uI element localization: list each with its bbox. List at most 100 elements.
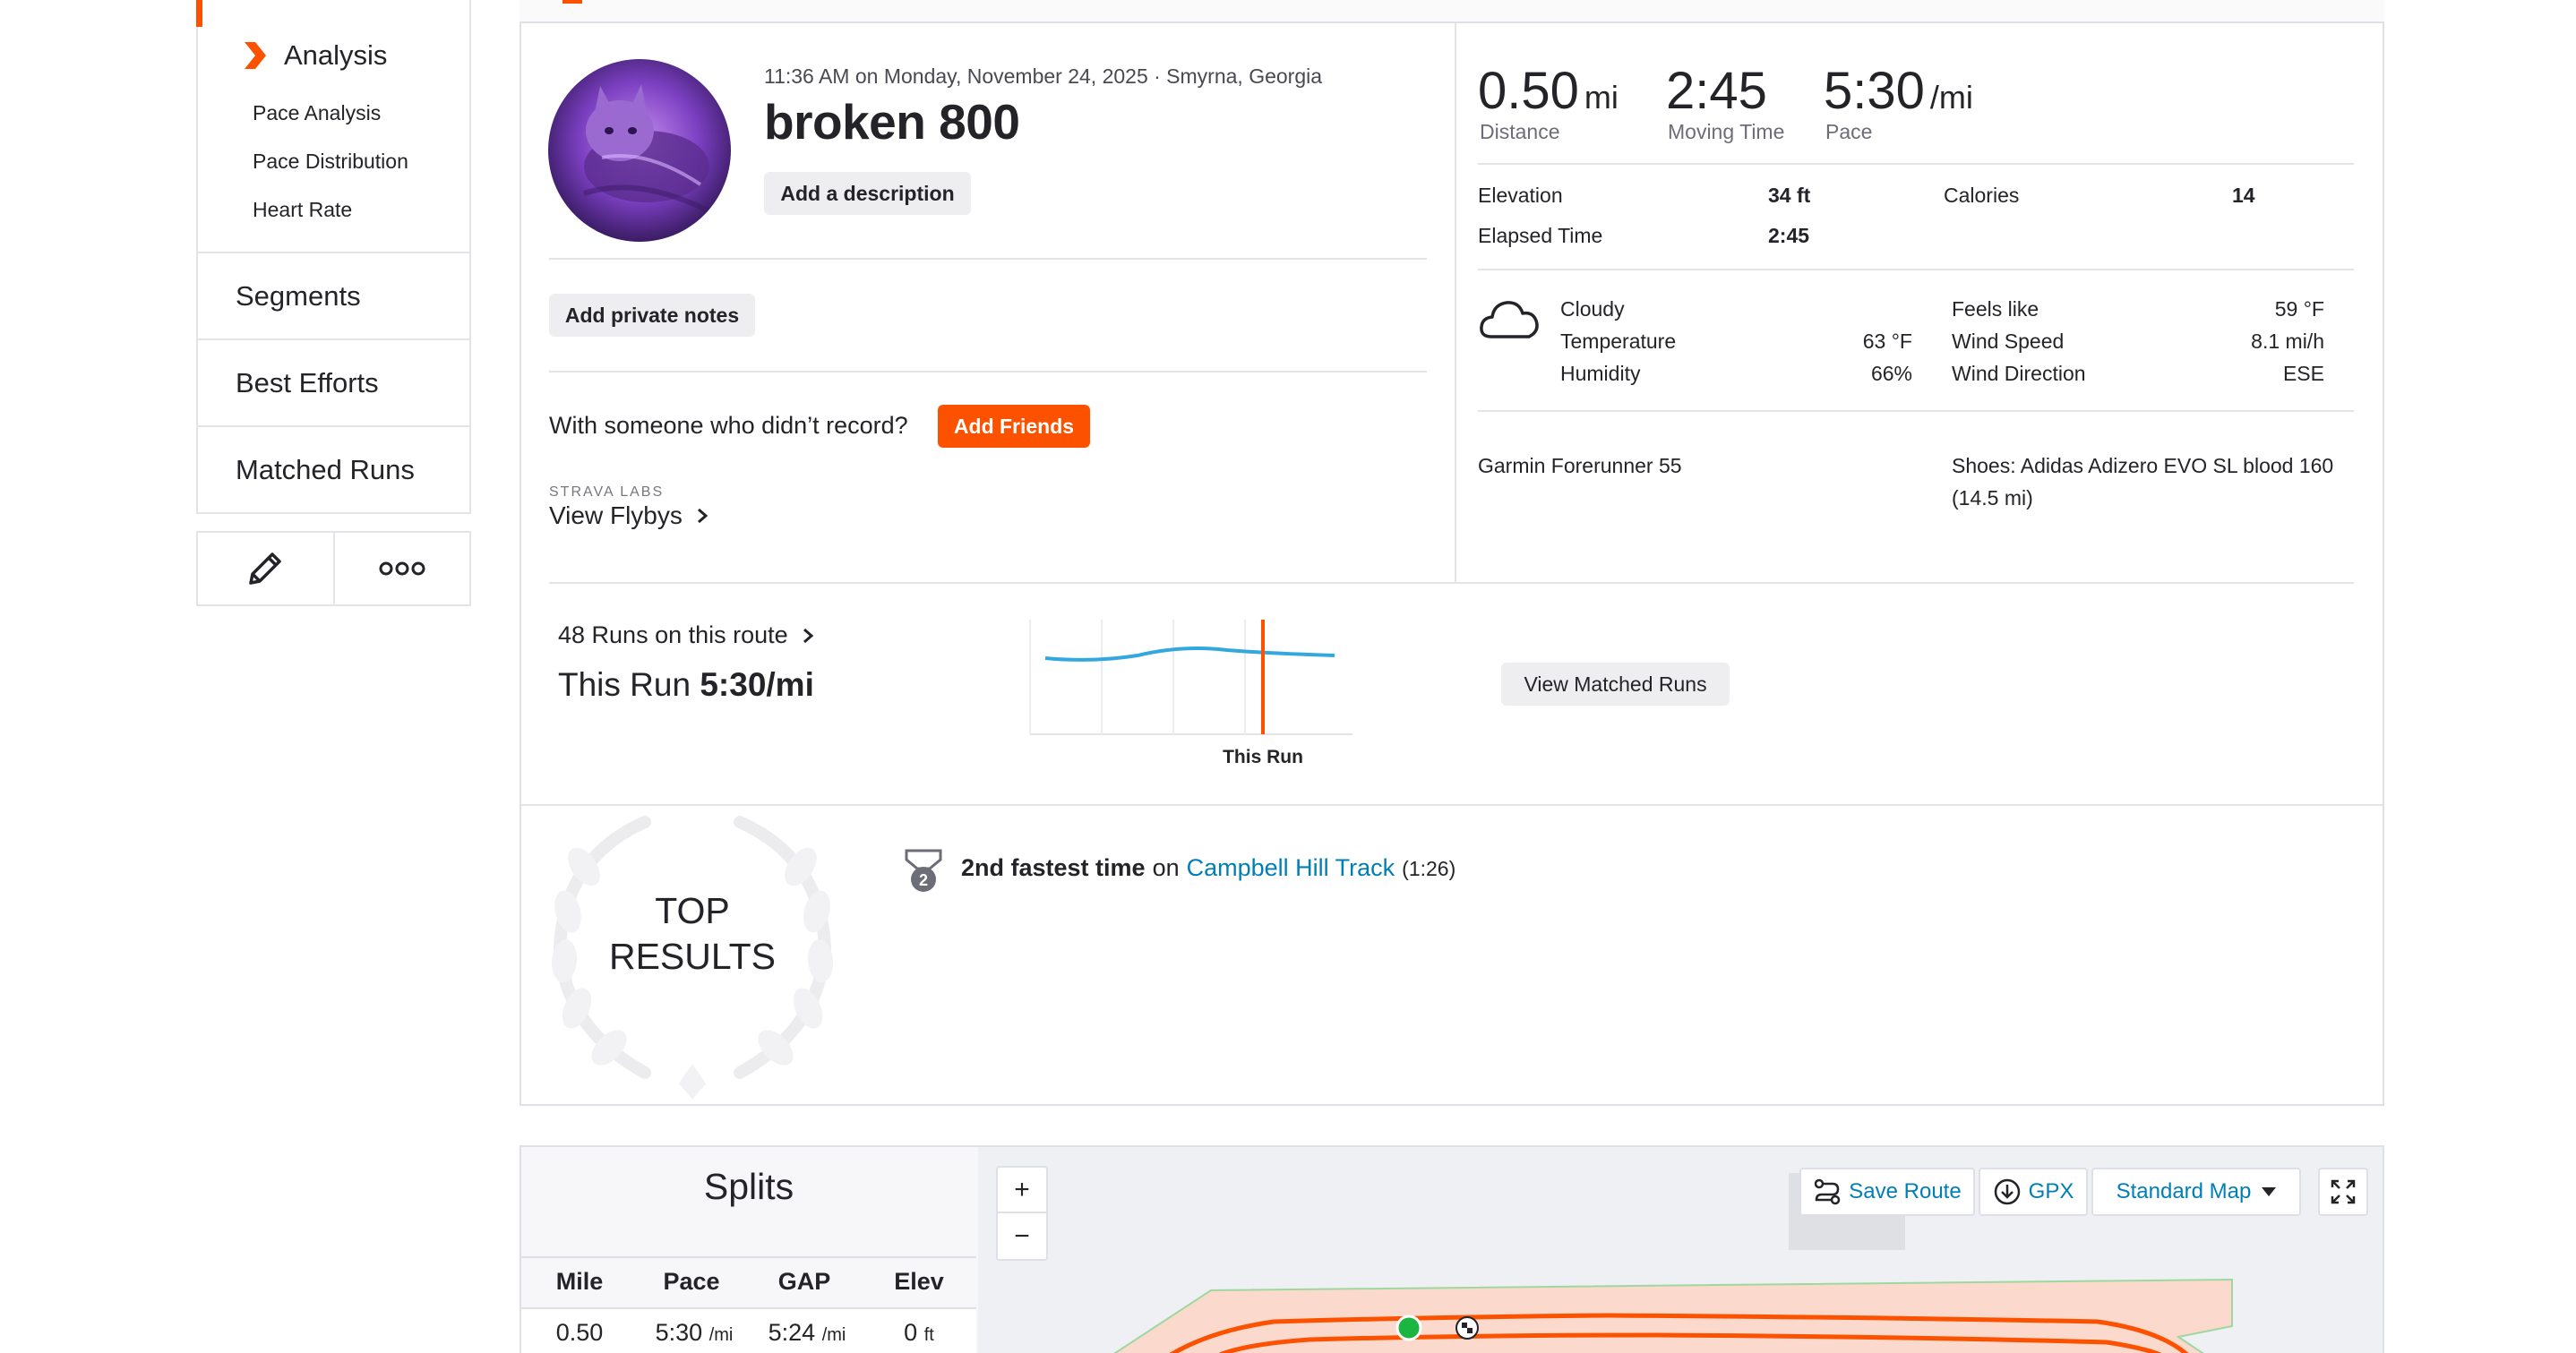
this-run-prefix: This Run [558,666,691,703]
this-run-marker-label: This Run [1223,747,1303,767]
strava-labs-label: STRAVA LABS [549,484,665,500]
save-route-button[interactable]: Save Route [1799,1168,1975,1216]
top-results-line-1: TOP [655,890,730,931]
activity-toolbar-strip [519,0,2384,23]
feels-like-value: 59 °F [2274,297,2324,321]
splits-header-row [521,1256,976,1307]
top-result-item: 2nd fastest time on Campbell Hill Track … [961,854,1455,882]
splits-header-pace: Pace [663,1268,720,1295]
divider [549,371,1427,373]
device-name: Garmin Forerunner 55 [1478,454,1682,477]
zoom-in-button[interactable]: + [996,1166,1048,1213]
start-marker [1395,1314,1422,1341]
cloud-icon [1480,301,1539,338]
finish-marker [1455,1316,1479,1340]
caret-down-icon [2262,1187,2277,1196]
split-gap: 5:24 /mi [749,1319,865,1347]
chevron-right-icon [803,628,813,643]
pace-unit: /mi [1929,79,1973,116]
sidebar-item-segments[interactable]: Segments [196,253,471,340]
chevron-right-icon [245,42,266,69]
humidity-label: Humidity [1560,362,1641,385]
more-button[interactable] [335,533,470,604]
elapsed-time-label: Elapsed Time [1478,224,1603,247]
divider [521,804,2383,806]
medal-icon: 2 [905,849,942,892]
splits-title: Splits [703,1166,794,1207]
with-someone-text: With someone who didn’t record? [549,412,908,439]
segment-link[interactable]: Campbell Hill Track [1186,854,1395,881]
split-gap-unit: /mi [821,1325,846,1345]
route-pace-line [1044,647,1335,662]
add-private-notes-button[interactable]: Add private notes [549,294,755,337]
avatar[interactable] [548,59,731,242]
view-flybys-link[interactable]: View Flybys [549,501,711,530]
split-elev: 0 ft [874,1319,964,1347]
view-flybys-label: View Flybys [549,501,683,529]
laurel-wreath-icon [551,816,834,1100]
temperature-value: 63 °F [1862,330,1912,353]
add-description-button[interactable]: Add a description [764,172,971,215]
divider [549,582,2354,584]
distance-value: 0.50 [1478,62,1579,120]
sidebar-item-matched-runs[interactable]: Matched Runs [196,427,471,514]
divider [1478,410,2354,412]
pencil-icon [249,552,281,585]
gpx-download-button[interactable]: GPX [1979,1168,2088,1216]
result-on: on [1152,854,1180,881]
sidebar-item-pace-analysis[interactable]: Pace Analysis [253,101,382,124]
distance-label: Distance [1480,120,1560,143]
more-dots-icon [379,561,425,576]
panel-divider [1455,23,1456,582]
fullscreen-button[interactable] [2318,1168,2368,1216]
activity-meta: 11:36 AM on Monday, November 24, 2025 · … [764,64,1323,88]
split-pace-unit: /mi [708,1325,734,1345]
humidity-value: 66% [1870,362,1912,385]
shoes-line-1: Shoes: Adidas Adizero EVO SL blood 160 [1952,454,2334,477]
sidebar-item-analysis[interactable]: Analysis [243,39,387,72]
split-pace-value: 5:30 [655,1319,703,1346]
split-elev-value: 0 [904,1319,918,1346]
elapsed-time-value: 2:45 [1768,224,1810,247]
moving-time-label: Moving Time [1668,120,1785,143]
divider [1478,163,2354,165]
view-matched-runs-button[interactable]: View Matched Runs [1501,663,1730,706]
splits-header-gap: GAP [777,1268,831,1295]
activity-title: broken 800 [764,94,1020,150]
sidebar-item-pace-distribution[interactable]: Pace Distribution [253,150,408,173]
toolbar-accent [562,0,582,4]
result-rank: 2nd fastest time [961,854,1146,881]
gpx-label: GPX [2028,1179,2074,1203]
top-results-title: TOP RESULTS [537,888,847,980]
moving-time-stat: 2:45 [1666,61,1767,121]
pace-label: Pace [1825,120,1873,143]
medal-number: 2 [919,871,928,889]
map-type-select[interactable]: Standard Map [2091,1168,2301,1216]
map-type-label: Standard Map [2116,1179,2252,1203]
calories-value: 14 [2232,184,2255,207]
route-pace-chart [1029,620,1352,735]
divider [549,258,1427,260]
distance-unit: mi [1584,79,1619,116]
runs-on-route-link[interactable]: 48 Runs on this route [558,621,817,649]
chevron-right-icon [697,508,708,524]
pace-value: 5:30 [1824,62,1925,120]
result-time: (1:26) [1402,857,1456,880]
weather-condition: Cloudy [1560,297,1625,321]
add-friends-button[interactable]: Add Friends [938,405,1090,448]
moving-time-value: 2:45 [1666,62,1767,120]
temperature-label: Temperature [1560,330,1677,353]
elevation-value: 34 ft [1768,184,1811,207]
splits-header-elev: Elev [894,1268,944,1295]
split-pace: 5:30 /mi [636,1319,752,1347]
sidebar-item-heart-rate[interactable]: Heart Rate [253,198,353,221]
this-run-pace-value: 5:30/mi [700,666,814,703]
edit-button[interactable] [198,533,335,604]
zoom-out-button[interactable]: − [996,1213,1048,1261]
sidebar-item-best-efforts[interactable]: Best Efforts [196,340,471,427]
splits-header-mile: Mile [555,1268,604,1295]
pace-stat: 5:30/mi [1824,61,1973,121]
top-results-line-2: RESULTS [608,936,777,977]
wind-speed-value: 8.1 mi/h [2251,330,2324,353]
route-map-track [1113,1278,2233,1353]
